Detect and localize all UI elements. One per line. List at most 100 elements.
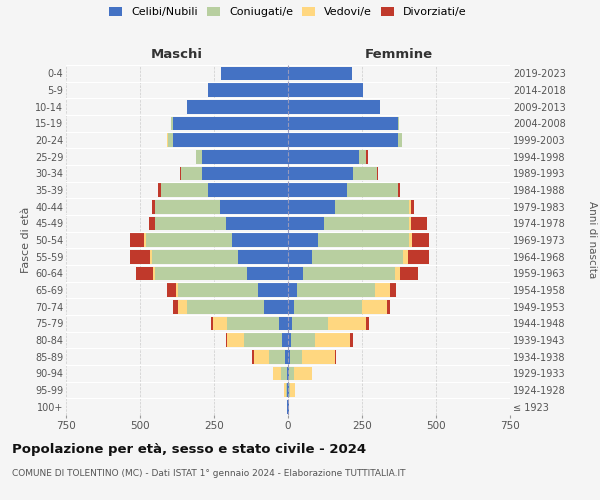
Bar xyxy=(152,200,155,213)
Bar xyxy=(288,216,323,230)
Bar xyxy=(288,100,380,114)
Bar xyxy=(247,266,288,280)
Bar xyxy=(290,383,295,397)
Bar xyxy=(390,283,396,297)
Bar xyxy=(403,250,408,264)
Bar xyxy=(297,283,376,297)
Bar xyxy=(173,133,288,147)
Bar xyxy=(284,383,286,397)
Bar xyxy=(367,150,368,164)
Y-axis label: Fasce di età: Fasce di età xyxy=(20,207,31,273)
Bar xyxy=(303,266,395,280)
Bar xyxy=(359,150,367,164)
Bar xyxy=(187,100,288,114)
Bar xyxy=(253,350,254,364)
Bar xyxy=(265,300,288,314)
Bar xyxy=(302,350,335,364)
Bar xyxy=(288,283,297,297)
Bar xyxy=(136,266,154,280)
Bar xyxy=(173,300,178,314)
Bar xyxy=(202,166,288,180)
Bar xyxy=(238,250,288,264)
Bar xyxy=(376,283,390,297)
Bar xyxy=(286,383,287,397)
Bar xyxy=(294,366,311,380)
Bar xyxy=(173,116,288,130)
Bar xyxy=(208,183,288,197)
Bar xyxy=(400,266,418,280)
Bar xyxy=(178,300,187,314)
Bar xyxy=(130,233,145,247)
Bar xyxy=(335,350,336,364)
Bar xyxy=(409,200,411,213)
Bar xyxy=(178,283,259,297)
Bar xyxy=(288,83,364,97)
Bar xyxy=(290,350,302,364)
Bar xyxy=(409,216,411,230)
Bar xyxy=(294,300,362,314)
Text: COMUNE DI TOLENTINO (MC) - Dati ISTAT 1° gennaio 2024 - Elaborazione TUTTITALIA.: COMUNE DI TOLENTINO (MC) - Dati ISTAT 1°… xyxy=(12,469,406,478)
Bar xyxy=(328,316,367,330)
Bar xyxy=(167,133,168,147)
Bar xyxy=(347,183,398,197)
Bar xyxy=(288,133,398,147)
Bar xyxy=(226,216,288,230)
Text: Femmine: Femmine xyxy=(365,48,433,62)
Bar xyxy=(287,383,288,397)
Bar xyxy=(395,266,400,280)
Bar xyxy=(202,150,288,164)
Bar xyxy=(292,316,328,330)
Bar xyxy=(145,233,146,247)
Bar xyxy=(291,333,314,347)
Bar xyxy=(269,350,285,364)
Bar xyxy=(353,166,377,180)
Legend: Celibi/Nubili, Coniugati/e, Vedovi/e, Divorziati/e: Celibi/Nubili, Coniugati/e, Vedovi/e, Di… xyxy=(105,2,471,22)
Bar xyxy=(377,166,378,180)
Bar xyxy=(167,283,176,297)
Bar xyxy=(155,266,247,280)
Bar xyxy=(350,333,353,347)
Bar xyxy=(152,250,238,264)
Bar xyxy=(168,133,173,147)
Bar xyxy=(317,233,409,247)
Bar xyxy=(211,316,212,330)
Bar xyxy=(155,200,220,213)
Bar xyxy=(288,116,398,130)
Bar xyxy=(151,250,152,264)
Bar xyxy=(288,266,303,280)
Bar xyxy=(196,150,202,164)
Bar xyxy=(288,316,292,330)
Text: Popolazione per età, sesso e stato civile - 2024: Popolazione per età, sesso e stato civil… xyxy=(12,442,366,456)
Bar xyxy=(254,350,269,364)
Bar xyxy=(398,183,400,197)
Bar xyxy=(287,366,288,380)
Bar xyxy=(412,233,428,247)
Bar xyxy=(273,366,281,380)
Bar xyxy=(288,300,294,314)
Bar xyxy=(130,250,151,264)
Bar xyxy=(289,366,294,380)
Bar xyxy=(281,366,287,380)
Bar xyxy=(158,183,161,197)
Bar xyxy=(288,200,335,213)
Bar xyxy=(226,333,227,347)
Bar xyxy=(288,366,289,380)
Bar xyxy=(398,133,402,147)
Bar xyxy=(411,216,427,230)
Text: Maschi: Maschi xyxy=(151,48,203,62)
Bar xyxy=(398,116,399,130)
Bar xyxy=(171,116,173,130)
Bar xyxy=(409,233,412,247)
Bar xyxy=(244,333,282,347)
Bar xyxy=(411,200,414,213)
Bar xyxy=(232,233,288,247)
Bar xyxy=(367,316,370,330)
Bar xyxy=(161,183,208,197)
Bar xyxy=(408,250,428,264)
Bar xyxy=(288,383,289,397)
Bar xyxy=(288,183,347,197)
Bar xyxy=(288,233,317,247)
Bar xyxy=(311,250,403,264)
Bar xyxy=(259,283,288,297)
Bar xyxy=(180,166,181,180)
